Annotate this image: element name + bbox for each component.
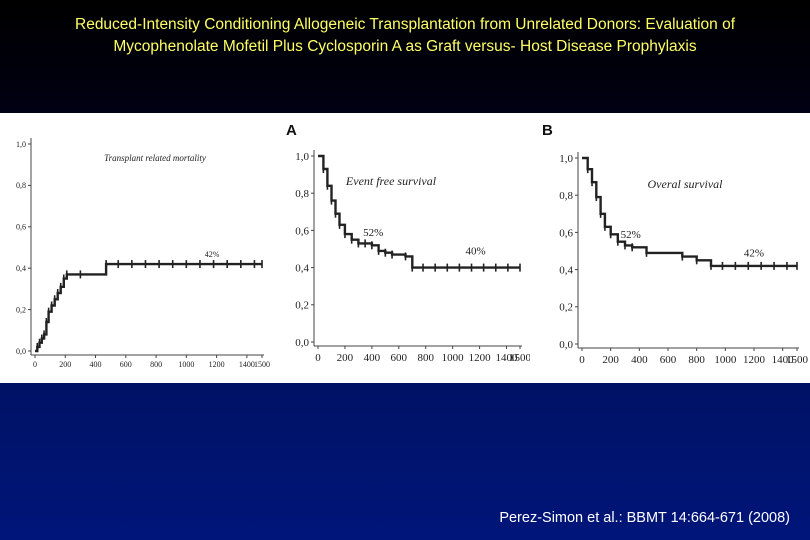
x-tick-label: 0 — [579, 354, 585, 366]
panel-label: A — [286, 122, 297, 139]
y-tick-label: 0,4 — [16, 264, 26, 273]
efs-panel: 0,0 0,2 0,4 0,6 0,8 1,0 0 200 400 600 800 1000 1200 1… — [276, 113, 530, 383]
y-tick-label: 0,8 — [559, 190, 573, 202]
y-tick-label: 0,6 — [295, 225, 309, 237]
chart-title: Transplant related mortality — [104, 153, 206, 163]
annotation-label: 40% — [465, 246, 485, 258]
os-chart: 0,0 0,2 0,4 0,6 0,8 1,0 0 200 400 600 800 1000 1200 1… — [542, 122, 809, 366]
x-tick-label: 600 — [391, 352, 408, 364]
y-tick-label: 0,4 — [295, 262, 309, 274]
x-tick-label: 1400 — [496, 352, 519, 364]
slide-title-line-2: Mycophenolate Mofetil Plus Cyclosporin A… — [113, 38, 697, 55]
x-tick-label: 1500 — [509, 352, 530, 364]
x-tick-label: 200 — [337, 352, 354, 364]
annotation-label: 52% — [363, 227, 383, 239]
x-tick-label: 800 — [417, 352, 434, 364]
citation: Perez-Simon et al.: BBMT 14:664-671 (200… — [499, 510, 790, 526]
x-tick-label: 0 — [315, 352, 321, 364]
x-tick-label: 1000 — [178, 360, 194, 369]
x-tick-label: 200 — [59, 360, 71, 369]
x-tick-label: 400 — [631, 354, 648, 366]
chart-title: Overal survival — [648, 177, 724, 191]
x-tick-label: 1500 — [786, 354, 809, 366]
trm-panel: 0,0 0,2 0,4 0,6 0,8 1,0 0 200 400 600 800 1000 1200 1… — [0, 113, 276, 383]
y-tick-label: 0,6 — [559, 227, 573, 239]
x-tick-label: 1000 — [714, 354, 737, 366]
x-tick-label: 1000 — [442, 352, 465, 364]
x-tick-label: 600 — [120, 360, 132, 369]
annotation-label: 42% — [205, 250, 220, 259]
x-tick-label: 800 — [150, 360, 162, 369]
y-tick-label: 0,0 — [559, 339, 573, 351]
x-tick-label: 400 — [90, 360, 102, 369]
y-tick-label: 0,0 — [295, 337, 309, 349]
y-tick-label: 0,0 — [16, 347, 26, 356]
survival-curve — [35, 262, 262, 353]
x-tick-label: 600 — [660, 354, 677, 366]
x-tick-label: 200 — [602, 354, 619, 366]
x-tick-label: 1200 — [469, 352, 492, 364]
x-tick-label: 1200 — [743, 354, 766, 366]
y-tick-label: 0,4 — [559, 264, 573, 276]
y-tick-label: 1,0 — [559, 153, 573, 165]
y-tick-label: 0,2 — [16, 305, 26, 314]
chart-title: Event free survival — [345, 174, 437, 188]
x-tick-label: 1400 — [772, 354, 795, 366]
y-tick-label: 0,6 — [16, 223, 26, 232]
efs-chart: 0,0 0,2 0,4 0,6 0,8 1,0 0 200 400 600 800 1000 1200 1… — [286, 122, 530, 364]
x-tick-label: 800 — [688, 354, 705, 366]
y-tick-label: 0,2 — [559, 302, 573, 314]
survival-curve — [582, 156, 797, 268]
x-tick-label: 1200 — [209, 360, 225, 369]
slide-title-line-1: Reduced-Intensity Conditioning Allogenei… — [75, 16, 735, 33]
x-tick-label: 1400 — [239, 360, 255, 369]
x-tick-label: 400 — [364, 352, 381, 364]
trm-chart: 0,0 0,2 0,4 0,6 0,8 1,0 0 200 400 600 800 1000 1200 1… — [16, 138, 270, 369]
y-tick-label: 0,2 — [295, 300, 309, 312]
x-tick-label: 0 — [33, 360, 37, 369]
slide-title: Reduced-Intensity Conditioning Allogenei… — [0, 14, 810, 58]
y-tick-label: 0,8 — [295, 188, 309, 200]
panel-label: B — [542, 122, 553, 139]
y-tick-label: 1,0 — [295, 151, 309, 163]
os-panel: 0,0 0,2 0,4 0,6 0,8 1,0 0 200 400 600 800 1000 1200 1… — [530, 113, 810, 383]
y-tick-label: 0,8 — [16, 181, 26, 190]
x-tick-label: 1500 — [254, 360, 270, 369]
annotation-label: 42% — [744, 248, 764, 260]
y-tick-label: 1,0 — [16, 140, 26, 149]
survival-curve — [318, 154, 520, 269]
annotation-label: 52% — [621, 229, 641, 241]
